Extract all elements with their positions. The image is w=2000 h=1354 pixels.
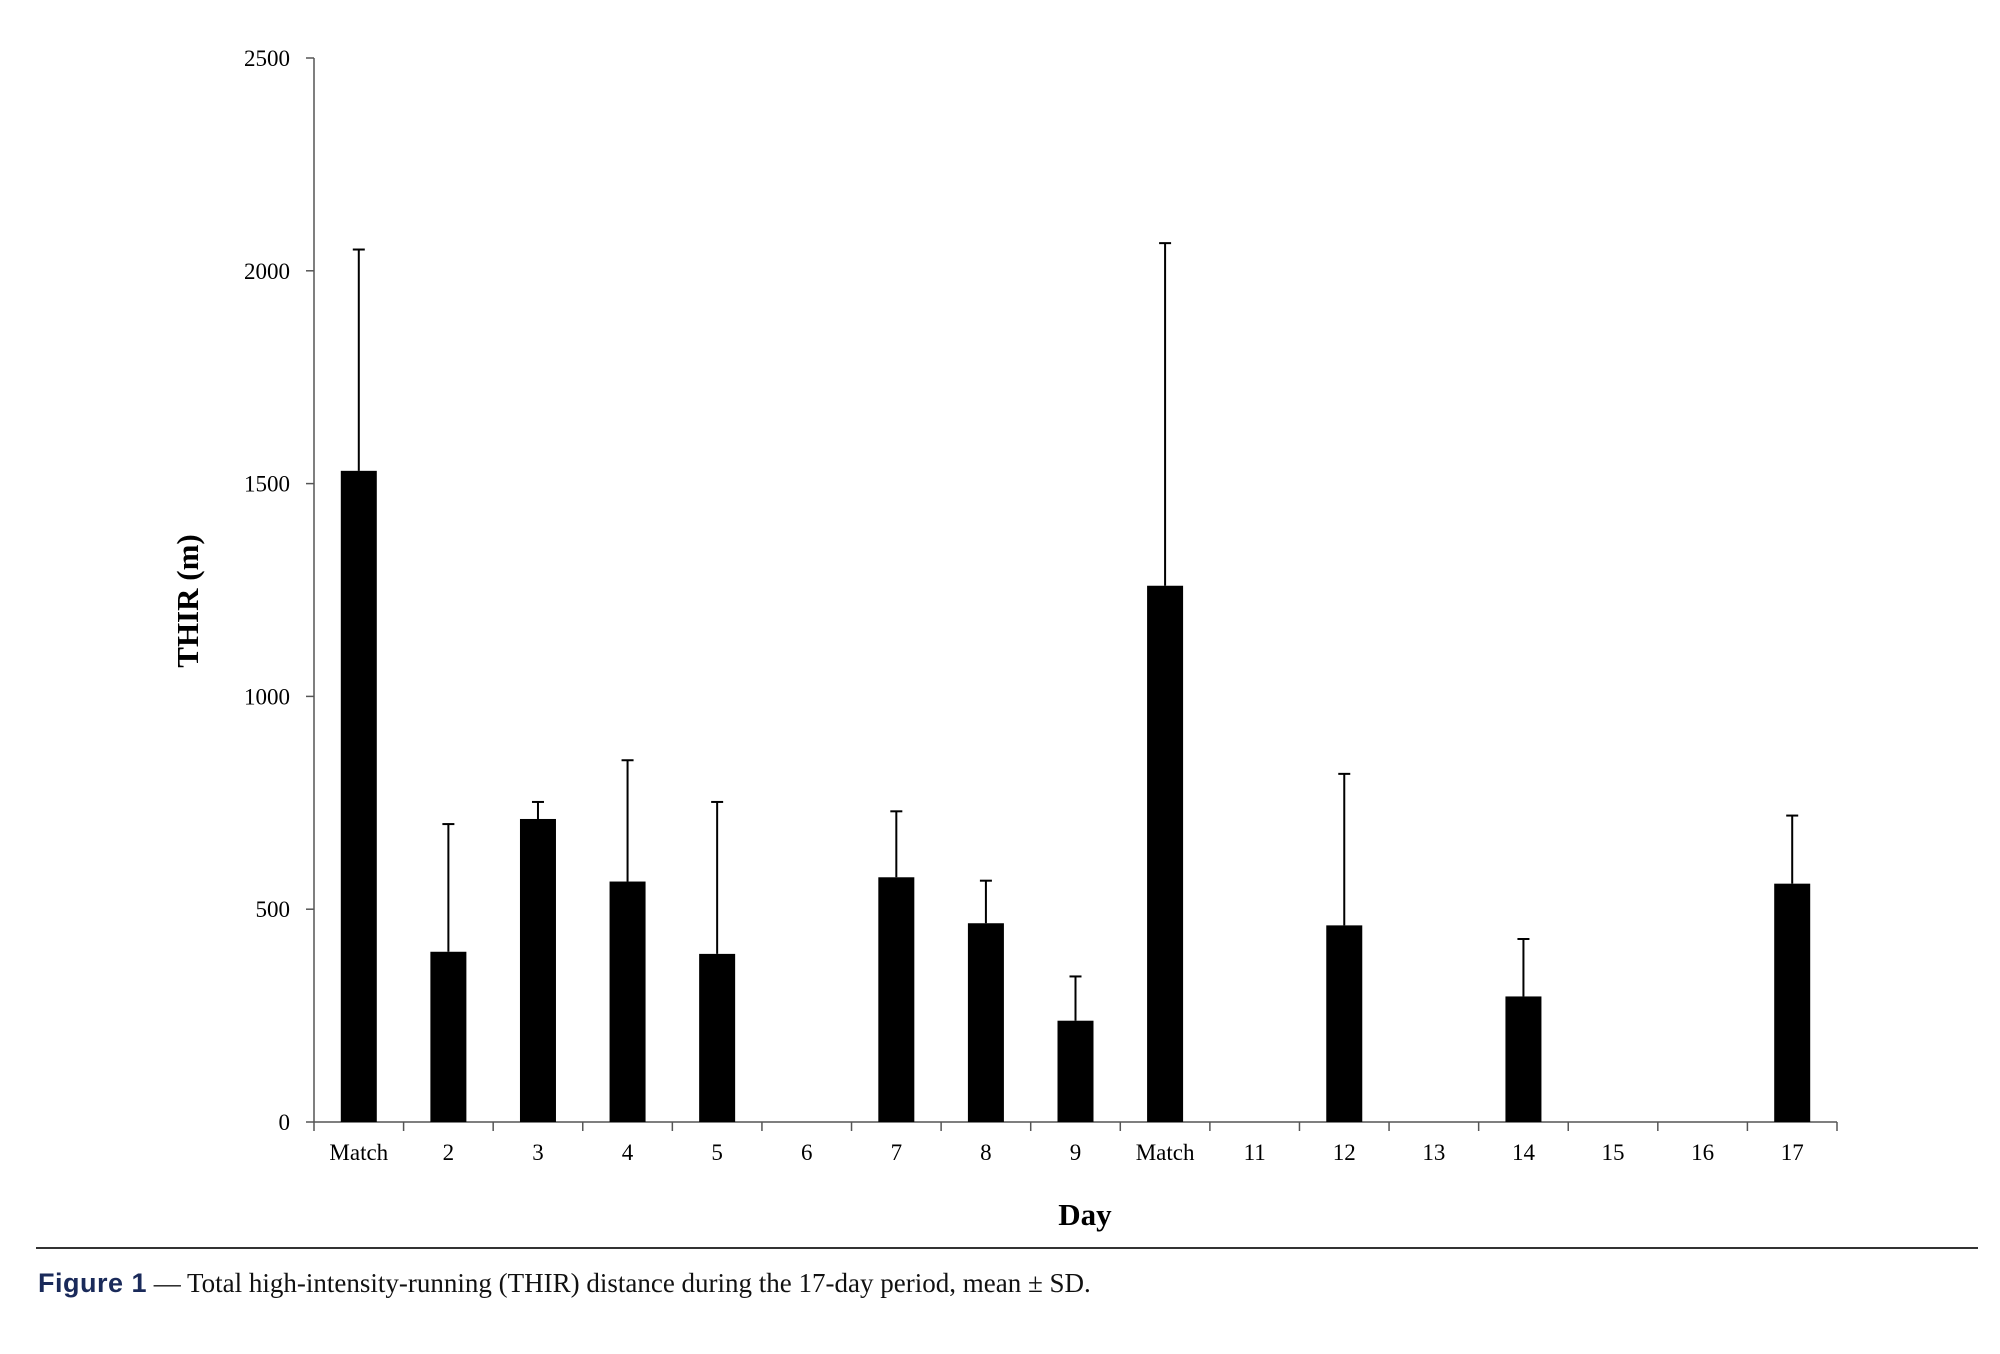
y-tick-label: 1500: [244, 472, 290, 497]
y-tick-label: 0: [279, 1110, 291, 1135]
x-tick-label: 17: [1781, 1140, 1804, 1165]
x-axis-title: Day: [1058, 1197, 1112, 1232]
x-tick-label: 2: [443, 1140, 455, 1165]
bar: [340, 470, 377, 1122]
bar: [519, 818, 556, 1122]
bar: [967, 923, 1004, 1122]
x-tick-label: 6: [801, 1140, 813, 1165]
y-axis-title: THIR (m): [170, 534, 205, 667]
x-tick-label: 11: [1244, 1140, 1266, 1165]
x-tick-label: 16: [1691, 1140, 1714, 1165]
caption-divider: [36, 1247, 1978, 1249]
x-tick-label: 4: [622, 1140, 634, 1165]
y-tick-label: 2500: [244, 46, 290, 71]
x-tick-label: Match: [1136, 1140, 1195, 1165]
figure-caption-label: Figure 1: [38, 1268, 148, 1298]
y-tick-label: 500: [256, 897, 291, 922]
x-tick-label: 12: [1333, 1140, 1356, 1165]
x-tick-label: 14: [1512, 1140, 1536, 1165]
x-tick-label: 5: [711, 1140, 723, 1165]
y-tick-label: 1000: [244, 684, 290, 709]
bar: [878, 877, 915, 1122]
x-tick-label: Match: [329, 1140, 388, 1165]
x-tick-label: 9: [1070, 1140, 1082, 1165]
figure-caption: Figure 1 — Total high-intensity-running …: [38, 1268, 1978, 1299]
y-tick-label: 2000: [244, 259, 290, 284]
bar: [699, 953, 736, 1122]
x-tick-label: 13: [1422, 1140, 1445, 1165]
x-tick-label: 15: [1602, 1140, 1625, 1165]
bar: [1774, 883, 1811, 1122]
x-tick-label: 7: [891, 1140, 903, 1165]
bar: [1505, 996, 1542, 1122]
bar: [430, 951, 467, 1122]
error-bars: [352, 242, 1799, 1021]
bar: [1326, 925, 1363, 1122]
bar: [1057, 1020, 1094, 1122]
x-tick-label: 3: [532, 1140, 544, 1165]
bar: [1147, 585, 1184, 1122]
bars: [340, 470, 1811, 1122]
figure-caption-text: — Total high-intensity-running (THIR) di…: [147, 1268, 1091, 1298]
tick-labels: 0 500 1000 1500 2000 2500 Match 2 3 4 5 6 7 8 9 Match 11…: [244, 46, 1804, 1165]
bar: [609, 881, 646, 1122]
x-tick-label: 8: [980, 1140, 992, 1165]
